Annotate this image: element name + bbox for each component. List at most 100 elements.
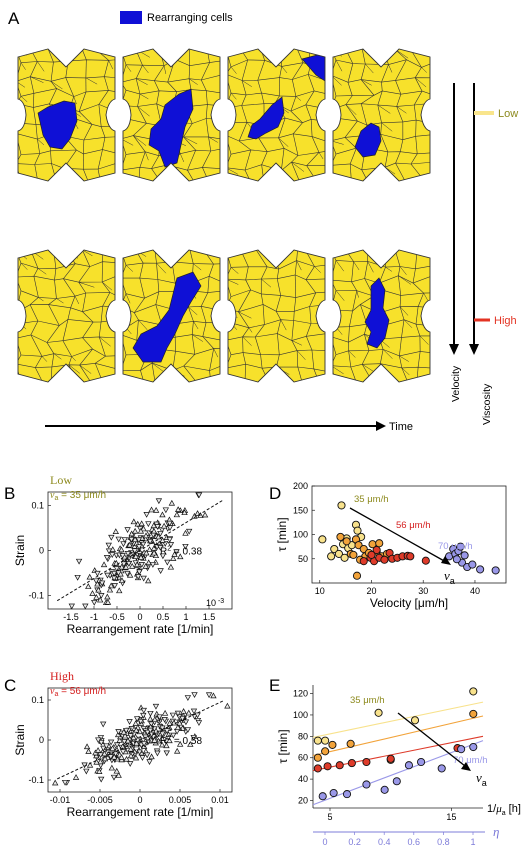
data-point bbox=[130, 518, 138, 525]
data-point bbox=[127, 752, 135, 759]
tissue-frame bbox=[122, 48, 227, 182]
cell-wall bbox=[50, 81, 63, 90]
cell-wall bbox=[348, 326, 350, 343]
cell-wall bbox=[29, 297, 39, 305]
y-tick-label: 120 bbox=[293, 689, 308, 699]
cell-wall bbox=[432, 250, 437, 265]
cell-wall bbox=[241, 94, 247, 106]
cell-wall bbox=[306, 323, 312, 337]
cell-wall bbox=[348, 350, 352, 368]
data-point bbox=[157, 568, 164, 575]
cell-wall bbox=[123, 90, 127, 106]
tissue-outline bbox=[122, 48, 221, 182]
cell-wall bbox=[47, 49, 54, 63]
data-point bbox=[155, 498, 163, 505]
data-point bbox=[457, 745, 466, 754]
cell-wall bbox=[82, 337, 93, 350]
cell-wall bbox=[277, 333, 280, 355]
cell-wall bbox=[79, 348, 93, 366]
data-point bbox=[456, 542, 465, 551]
data-point bbox=[131, 548, 139, 555]
y-tick-label: 60 bbox=[298, 753, 308, 763]
cell-wall bbox=[327, 122, 332, 141]
cell-wall bbox=[98, 90, 109, 105]
annotation: 35 μm/h bbox=[354, 494, 389, 505]
eta-tick-label: 0.2 bbox=[348, 837, 361, 847]
cell-wall bbox=[377, 90, 383, 106]
tissue-frame bbox=[332, 249, 437, 383]
chart-d: 10 20 30 40 50 100 150 200 Velocity [μm/h] τ [min… bbox=[275, 481, 507, 610]
data-point bbox=[101, 750, 108, 757]
data-point bbox=[156, 714, 163, 721]
x-tick-label: 1 bbox=[183, 612, 188, 622]
data-point bbox=[132, 553, 140, 559]
data-point bbox=[161, 717, 168, 723]
y-axis-label: Strain bbox=[13, 535, 27, 566]
cell-wall bbox=[333, 140, 337, 155]
data-point bbox=[342, 537, 351, 546]
data-point bbox=[89, 590, 96, 596]
condition-label: High bbox=[50, 669, 74, 683]
cell-wall bbox=[432, 353, 437, 368]
cell-wall bbox=[191, 321, 194, 335]
cell-wall bbox=[18, 263, 22, 278]
cell-wall bbox=[415, 306, 419, 325]
cell-wall bbox=[78, 91, 87, 112]
data-point bbox=[143, 752, 151, 759]
cell-wall bbox=[292, 122, 303, 135]
cell-wall bbox=[205, 90, 208, 105]
cell-wall bbox=[327, 165, 332, 181]
cell-wall bbox=[222, 94, 227, 106]
cell-wall bbox=[292, 62, 304, 80]
data-point bbox=[347, 759, 356, 768]
cell-wall bbox=[135, 78, 141, 95]
cell-wall bbox=[70, 296, 76, 308]
data-point bbox=[165, 731, 172, 737]
cell-wall bbox=[335, 59, 343, 72]
cell-wall bbox=[260, 266, 268, 280]
cell-wall bbox=[432, 336, 437, 353]
data-point bbox=[97, 758, 104, 765]
fit-line bbox=[56, 499, 224, 602]
annotation: 70 μm/h bbox=[438, 541, 473, 552]
cell-wall bbox=[291, 340, 302, 346]
cell-wall bbox=[222, 49, 227, 60]
cell-wall bbox=[306, 336, 313, 351]
cell-wall bbox=[345, 104, 358, 122]
cell-wall bbox=[395, 151, 401, 164]
cell-wall bbox=[353, 261, 360, 271]
cell-wall bbox=[104, 76, 109, 91]
cell-wall bbox=[347, 63, 354, 83]
data-point bbox=[340, 553, 349, 562]
data-point bbox=[61, 779, 69, 786]
tissue-grid bbox=[17, 48, 437, 383]
cell-wall bbox=[398, 266, 401, 276]
cell-wall bbox=[202, 150, 212, 168]
data-point bbox=[144, 729, 151, 736]
x-tick-label: -0.005 bbox=[87, 795, 113, 805]
cell-wall bbox=[18, 312, 22, 324]
cell-wall bbox=[18, 49, 27, 56]
tissue-fill bbox=[18, 250, 115, 382]
cell-wall bbox=[335, 260, 344, 272]
data-point bbox=[210, 692, 217, 699]
data-point bbox=[491, 566, 500, 575]
cell-wall bbox=[423, 292, 429, 301]
cell-wall bbox=[123, 305, 127, 328]
data-point bbox=[163, 750, 170, 757]
data-point bbox=[130, 734, 137, 741]
cell-wall bbox=[168, 250, 173, 262]
cell-wall bbox=[327, 49, 332, 61]
cell-wall bbox=[396, 94, 402, 107]
cell-wall bbox=[222, 282, 227, 291]
cell-wall bbox=[222, 75, 227, 94]
cell-wall bbox=[183, 365, 197, 382]
cell-wall bbox=[98, 104, 102, 127]
cell-wall bbox=[18, 133, 22, 155]
x-multiplier: 10 -3 bbox=[206, 598, 224, 608]
cell-wall bbox=[333, 109, 337, 119]
cell-wall bbox=[275, 311, 281, 320]
cell-wall bbox=[381, 82, 383, 92]
cell-wall bbox=[432, 49, 437, 61]
data-point bbox=[180, 708, 187, 714]
